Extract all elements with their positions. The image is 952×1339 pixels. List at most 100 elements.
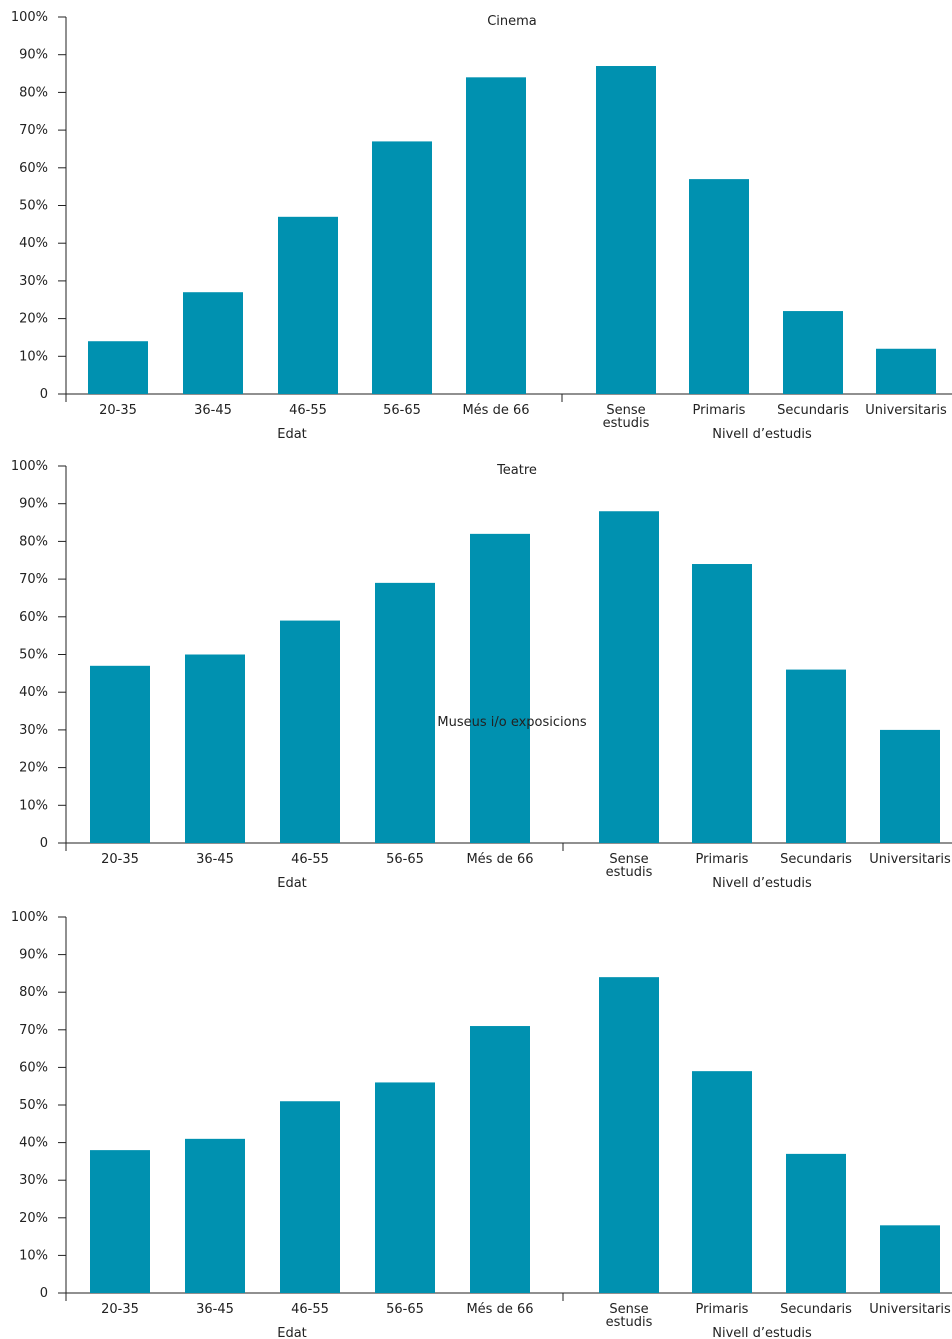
x-category-label: 36-45: [194, 403, 232, 418]
x-category-label: Més de 66: [466, 1302, 533, 1317]
bar-6: [596, 66, 656, 394]
y-tick-label: 20%: [19, 312, 48, 327]
y-tick-label: 60%: [19, 610, 48, 625]
x-category-label: estudis: [606, 865, 653, 880]
bar-5: [470, 1026, 530, 1293]
x-category-label: 20-35: [101, 852, 139, 867]
x-category-label: Secundaris: [780, 1302, 852, 1317]
y-tick-label: 30%: [19, 274, 48, 289]
y-tick-label: 100%: [11, 910, 48, 925]
y-tick-label: 50%: [19, 199, 48, 214]
y-tick-label: 80%: [19, 985, 48, 1000]
x-category-label: Secundaris: [780, 852, 852, 867]
x-category-label: 56-65: [386, 852, 424, 867]
y-tick-label: 70%: [19, 1023, 48, 1038]
x-category-label: Sense: [609, 852, 648, 867]
x-category-label: Primaris: [696, 1302, 749, 1317]
x-category-label: 20-35: [99, 403, 137, 418]
x-category-label: 36-45: [196, 852, 234, 867]
y-tick-label: 100%: [11, 10, 48, 25]
y-tick-label: 20%: [19, 1211, 48, 1226]
x-category-label: 56-65: [383, 403, 421, 418]
bar-7: [692, 1071, 752, 1293]
y-tick-label: 50%: [19, 1098, 48, 1113]
y-tick-label: 40%: [19, 236, 48, 251]
x-category-label: Primaris: [693, 403, 746, 418]
chart-title: Teatre: [496, 463, 537, 478]
group-label-education: Nivell d’estudis: [712, 876, 812, 891]
y-tick-label: 90%: [19, 497, 48, 512]
y-tick-label: 40%: [19, 1136, 48, 1151]
bar-2: [185, 654, 245, 843]
bar-1: [90, 665, 150, 843]
bar-2: [183, 292, 243, 394]
chart-panel-1: 0 10% 20% 30% 40% 50% 60% 70% 80% 90% 100% Cinema 20…: [11, 10, 952, 442]
x-category-label: Universitaris: [869, 1302, 951, 1317]
x-category-label: Universitaris: [869, 852, 951, 867]
bar-5: [466, 77, 526, 394]
bar-9: [880, 1225, 940, 1293]
y-tick-label: 20%: [19, 761, 48, 776]
group-label-age: Edat: [277, 427, 307, 442]
bar-7: [689, 179, 749, 394]
bar-8: [786, 1153, 846, 1293]
y-tick-label: 90%: [19, 948, 48, 963]
x-category-label: 46-55: [291, 1302, 329, 1317]
y-tick-label: 80%: [19, 534, 48, 549]
y-tick-label: 10%: [19, 349, 48, 364]
x-category-label: estudis: [606, 1315, 653, 1330]
y-tick-label: 0: [40, 1286, 48, 1301]
y-tick-label: 0: [40, 836, 48, 851]
y-tick-label: 80%: [19, 85, 48, 100]
y-tick-label: 90%: [19, 48, 48, 63]
x-category-label: Secundaris: [777, 403, 849, 418]
bar-1: [90, 1150, 150, 1293]
x-category-label: Més de 66: [462, 403, 529, 418]
y-tick-label: 30%: [19, 1173, 48, 1188]
bar-8: [786, 669, 846, 843]
group-label-education: Nivell d’estudis: [712, 427, 812, 442]
bar-3: [280, 1101, 340, 1293]
bar-2: [185, 1138, 245, 1293]
group-label-education: Nivell d’estudis: [712, 1326, 812, 1339]
bar-3: [278, 216, 338, 394]
chart-title: Museus i/o exposicions: [437, 715, 586, 730]
y-tick-label: 50%: [19, 648, 48, 663]
bar-4: [375, 1082, 435, 1293]
x-category-label: 36-45: [196, 1302, 234, 1317]
bar-7: [692, 564, 752, 843]
y-tick-label: 70%: [19, 123, 48, 138]
y-tick-label: 10%: [19, 798, 48, 813]
bar-3: [280, 620, 340, 843]
x-category-label: Universitaris: [865, 403, 947, 418]
x-category-label: Més de 66: [466, 852, 533, 867]
x-category-label: 46-55: [291, 852, 329, 867]
x-category-label: 20-35: [101, 1302, 139, 1317]
x-category-label: 56-65: [386, 1302, 424, 1317]
bar-4: [372, 141, 432, 394]
bar-6: [599, 511, 659, 843]
bar-9: [880, 729, 940, 843]
y-tick-label: 30%: [19, 723, 48, 738]
x-category-label: 46-55: [289, 403, 327, 418]
y-tick-label: 100%: [11, 459, 48, 474]
x-category-label: estudis: [603, 416, 650, 431]
x-category-label: Sense: [606, 403, 645, 418]
bar-6: [599, 977, 659, 1293]
y-tick-label: 10%: [19, 1248, 48, 1263]
bar-4: [375, 582, 435, 843]
group-label-age: Edat: [277, 1326, 307, 1339]
bar-5: [470, 533, 530, 843]
x-category-label: Sense: [609, 1302, 648, 1317]
y-tick-label: 0: [40, 387, 48, 402]
y-tick-label: 70%: [19, 572, 48, 587]
chart-panel-2: 0 10% 20% 30% 40% 50% 60% 70% 80% 90% 100% Teatre 20…: [11, 459, 952, 891]
chart-panel-3: 0 10% 20% 30% 40% 50% 60% 70% 80% 90% 100% Museus i…: [11, 715, 952, 1339]
bar-9: [876, 348, 936, 394]
bar-8: [783, 311, 843, 394]
group-label-age: Edat: [277, 876, 307, 891]
bar-1: [88, 341, 148, 394]
y-tick-label: 40%: [19, 685, 48, 700]
x-category-label: Primaris: [696, 852, 749, 867]
